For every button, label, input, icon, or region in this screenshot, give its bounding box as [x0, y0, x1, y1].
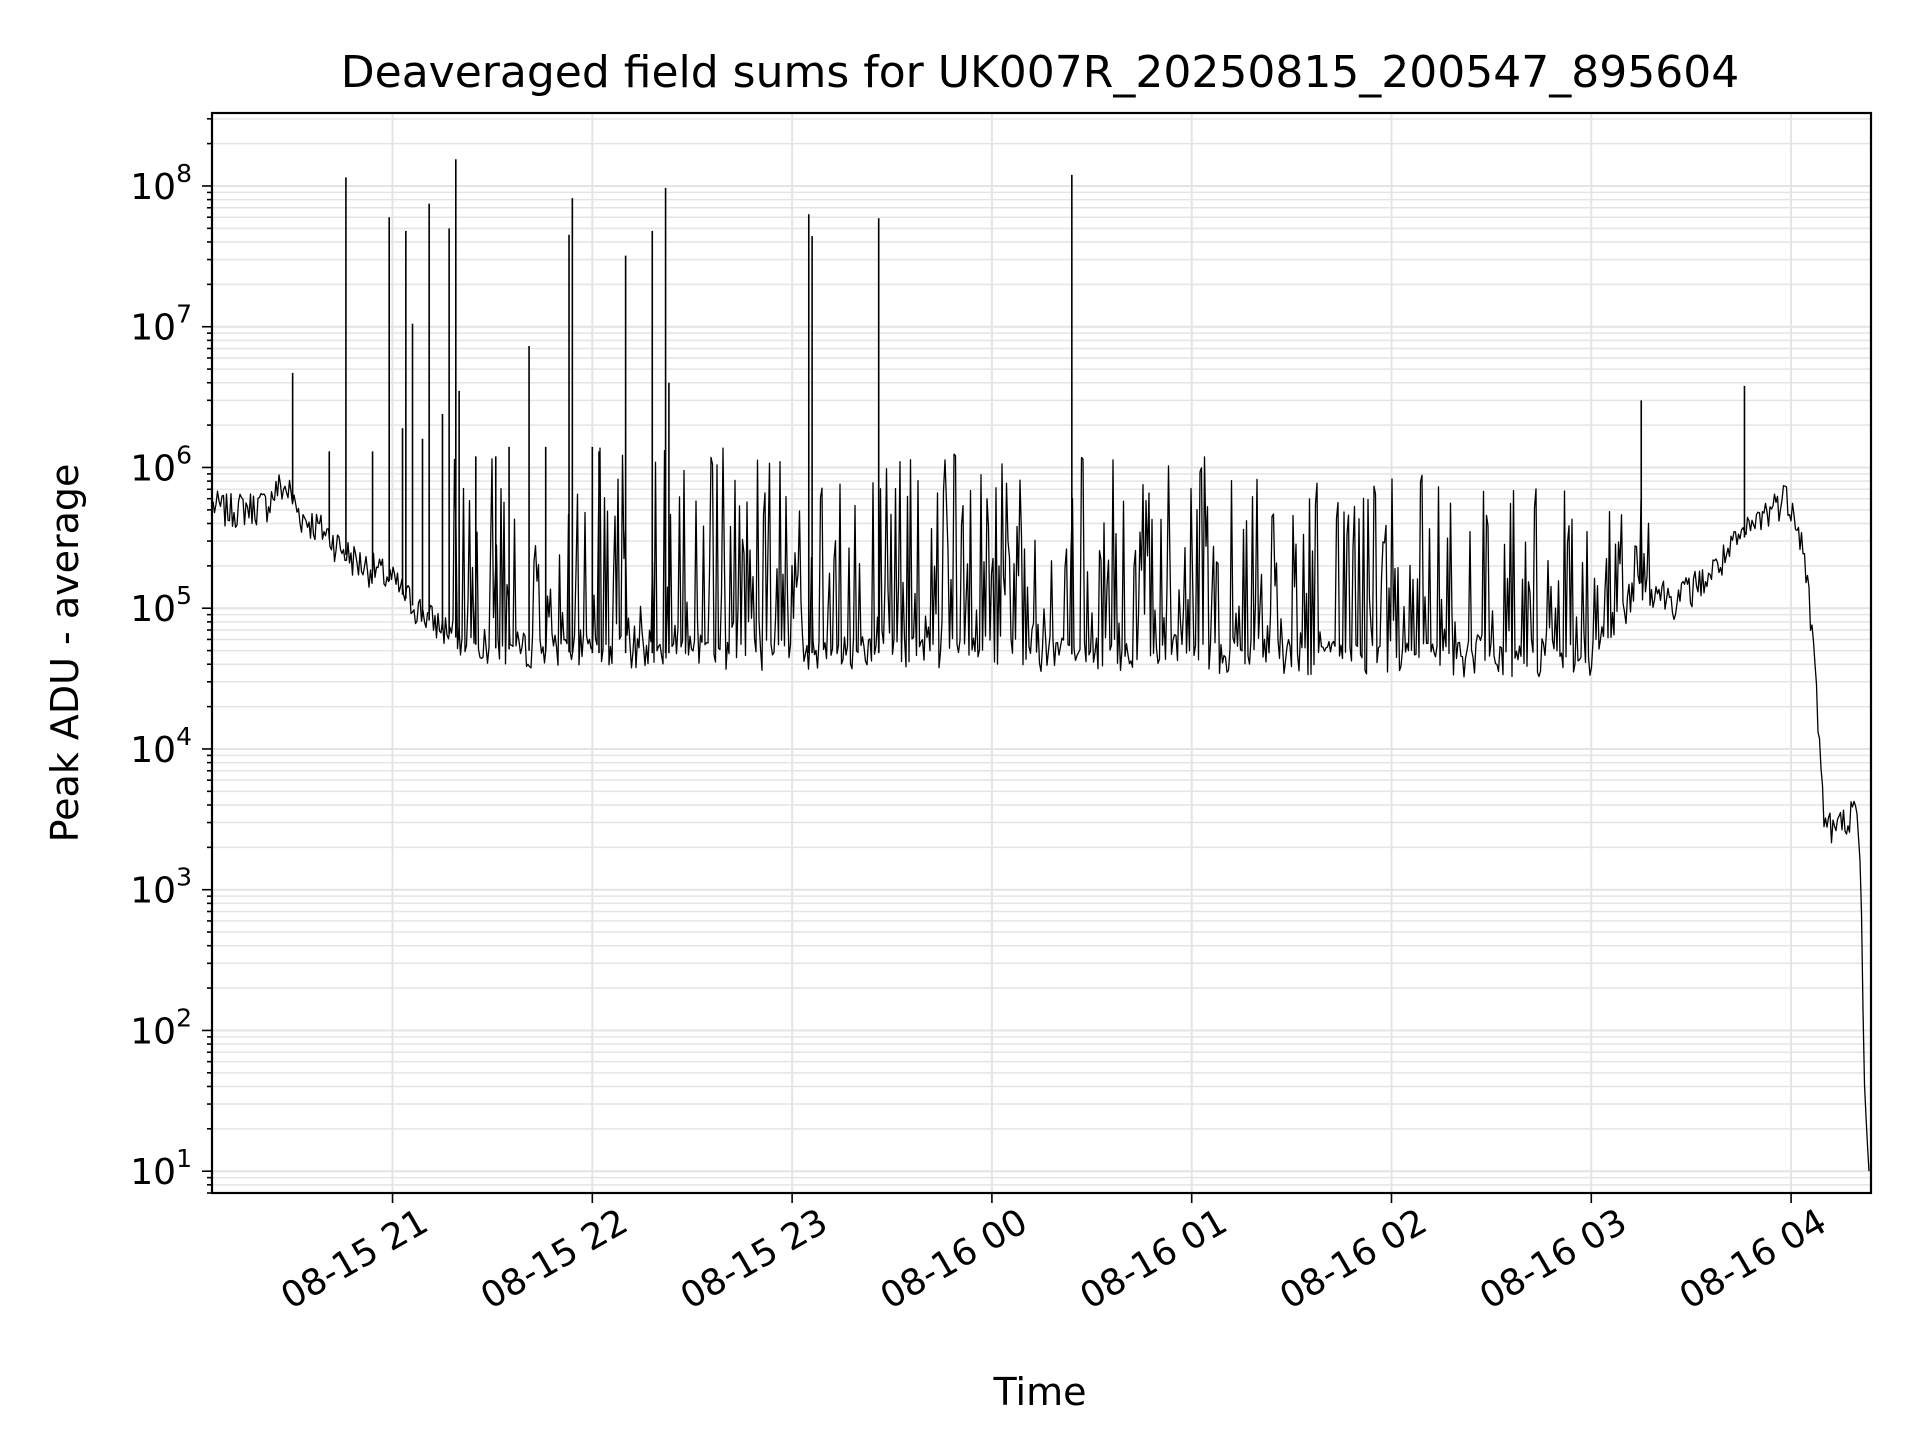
y-tick-label: 103: [130, 863, 192, 912]
y-tick-label: 105: [130, 581, 192, 630]
data-line-layer: [212, 159, 1870, 1172]
x-axis-label: Time: [993, 1370, 1087, 1414]
y-tick-label: 107: [130, 300, 192, 349]
plot-frame: [210, 111, 1873, 1195]
grid: [212, 113, 1871, 1194]
y-axis: 101 102 103 104 105 106 107 108: [130, 118, 212, 1194]
y-tick-label: 108: [130, 159, 192, 208]
y-tick-label: 101: [130, 1144, 192, 1193]
data-line: [212, 447, 1870, 1172]
y-tick-label: 106: [130, 440, 192, 489]
y-axis-label: Peak ADU - average: [43, 464, 87, 843]
y-tick-label: 104: [130, 722, 192, 771]
chart-title: Deaveraged field sums for UK007R_2025081…: [341, 47, 1739, 98]
y-tick-label: 102: [130, 1003, 192, 1052]
